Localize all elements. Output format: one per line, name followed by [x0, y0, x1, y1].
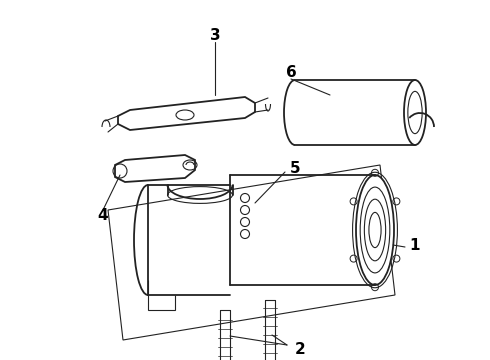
Text: 1: 1: [410, 238, 420, 252]
Ellipse shape: [404, 80, 426, 145]
Text: 3: 3: [210, 27, 220, 42]
Text: 4: 4: [98, 207, 108, 222]
Text: 5: 5: [290, 161, 300, 176]
Text: 6: 6: [286, 64, 296, 80]
Text: 2: 2: [294, 342, 305, 357]
Ellipse shape: [356, 175, 394, 285]
